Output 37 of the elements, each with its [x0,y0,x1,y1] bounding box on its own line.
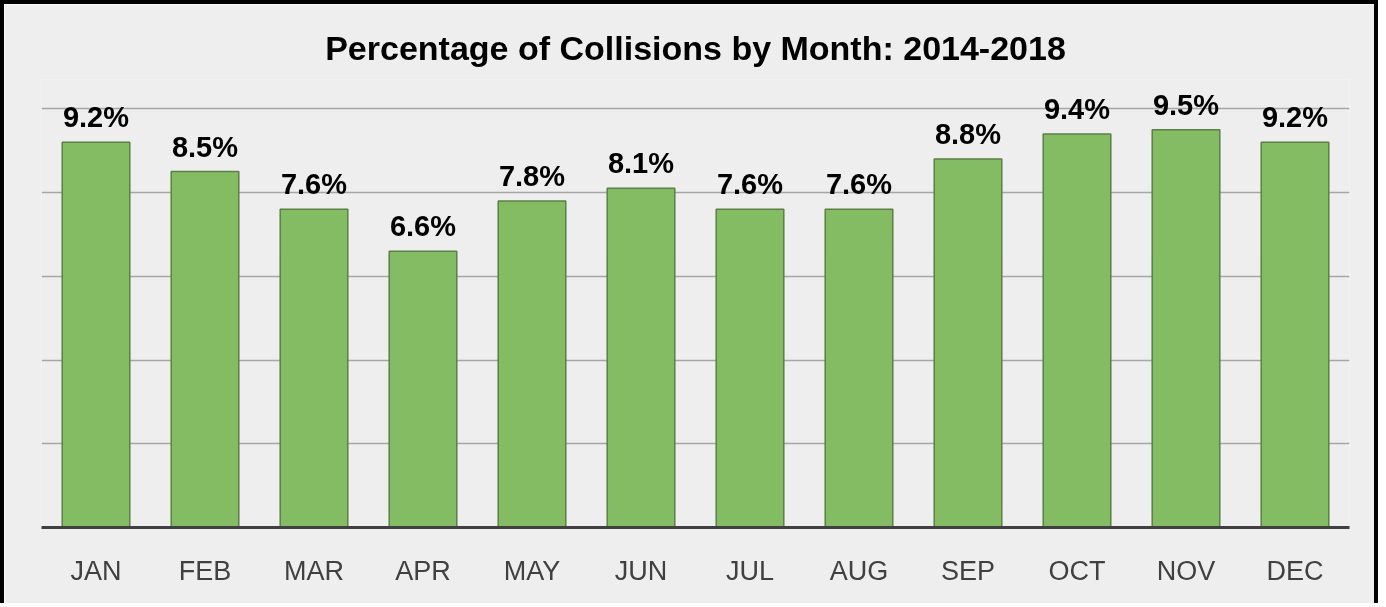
x-tick-label: JAN [70,555,122,586]
x-tick-label: APR [395,555,451,586]
data-label: 7.6% [825,168,893,201]
x-tick-label: MAY [503,555,561,586]
data-label: 9.5% [1152,88,1220,121]
bar [170,170,240,528]
bar [388,250,458,528]
x-tick-label: SEP [940,555,996,586]
x-tick-label: MAR [284,555,344,586]
bar [61,141,131,528]
chart-title: Percentage of Collisions by Month: 2014-2018 [325,29,1066,67]
bar [824,208,894,528]
bar [933,158,1003,528]
bar [1042,133,1112,528]
x-tick-label: NOV [1156,555,1216,586]
data-label: 6.6% [389,210,457,243]
data-label: 9.2% [62,101,130,134]
x-tick-label: JUL [725,555,775,586]
bar [715,208,785,528]
x-tick-label: DEC [1266,555,1324,586]
data-label: 9.4% [1043,92,1111,125]
x-tick-label: FEB [178,555,232,586]
bar [497,200,567,528]
data-label: 7.6% [716,168,784,201]
x-tick-label: JUN [614,555,668,586]
data-label: 8.1% [607,147,675,180]
data-label: 8.8% [934,118,1002,151]
bar [279,208,349,528]
bar [1260,141,1330,528]
x-tick-label: OCT [1048,555,1106,586]
data-label: 8.5% [171,130,239,163]
bar [606,187,676,528]
bar [1151,128,1221,528]
data-label: 7.8% [498,159,566,192]
data-label: 7.6% [280,168,348,201]
x-tick-label: AUG [829,555,889,586]
data-label: 9.2% [1261,101,1329,134]
